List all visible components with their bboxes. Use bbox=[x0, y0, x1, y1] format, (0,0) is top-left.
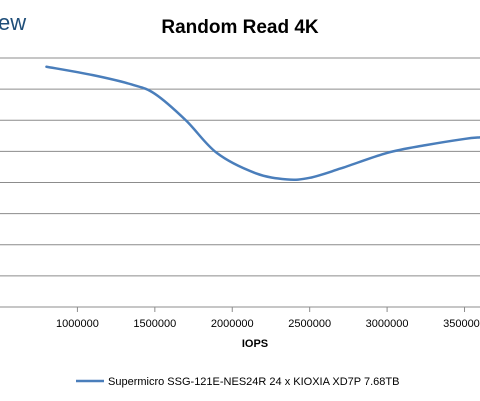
x-tick-label: 2000000 bbox=[211, 318, 254, 330]
gridlines bbox=[0, 57, 480, 277]
chart-title: Random Read 4K bbox=[161, 17, 319, 38]
series-line bbox=[45, 65, 480, 181]
x-axis-title: IOPS bbox=[242, 338, 268, 350]
legend: Supermicro SSG-121E-NES24R 24 x KIOXIA X… bbox=[76, 376, 399, 388]
x-tick-label: 1500000 bbox=[133, 318, 176, 330]
axes bbox=[0, 306, 480, 312]
x-tick-label: 3500000 bbox=[443, 318, 480, 330]
x-tick-label: 3000000 bbox=[366, 318, 409, 330]
legend-label: Supermicro SSG-121E-NES24R 24 x KIOXIA X… bbox=[108, 376, 399, 388]
x-tick-label: 1000000 bbox=[56, 318, 99, 330]
x-tick-labels: 1000000 1500000 2000000 2500000 3000000 35000… bbox=[56, 318, 480, 330]
series-lines bbox=[45, 65, 480, 181]
x-tick-label: 2500000 bbox=[288, 318, 331, 330]
logo-text: ew bbox=[0, 10, 26, 35]
